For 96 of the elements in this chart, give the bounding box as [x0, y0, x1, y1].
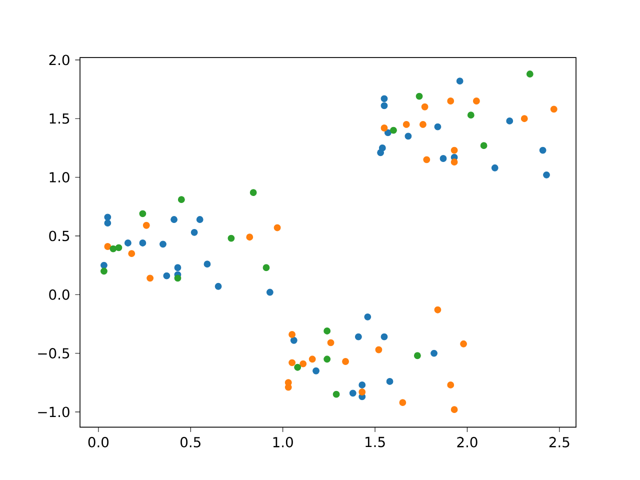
point — [491, 164, 498, 172]
point — [456, 78, 464, 85]
point — [404, 132, 412, 140]
point — [416, 92, 423, 100]
point — [266, 288, 274, 296]
x-tick-label: 2.5 — [549, 436, 570, 448]
point — [364, 313, 372, 320]
point — [142, 222, 150, 229]
point — [146, 274, 154, 282]
y-tick-label: 0.0 — [49, 289, 70, 300]
point — [450, 158, 458, 166]
point — [104, 214, 112, 221]
point — [250, 189, 257, 196]
point — [447, 98, 454, 104]
point — [354, 333, 362, 340]
x-tick-label: 0.5 — [180, 436, 200, 448]
point — [110, 245, 117, 252]
point — [386, 378, 394, 385]
point — [139, 210, 146, 218]
point — [390, 126, 397, 134]
point — [174, 264, 182, 272]
y-tick-label: 0.5 — [49, 230, 70, 242]
x-tick-label: 1.5 — [366, 436, 385, 448]
y-tick-label: −0.5 — [38, 348, 70, 359]
x-tick-label: 0.0 — [88, 436, 109, 448]
point — [290, 336, 298, 344]
point — [324, 328, 331, 334]
point — [380, 102, 388, 110]
point — [300, 360, 307, 368]
point — [550, 106, 558, 113]
point — [467, 112, 474, 119]
point — [358, 381, 366, 388]
point — [460, 340, 467, 348]
point — [308, 356, 316, 363]
point — [450, 406, 458, 414]
point — [104, 220, 112, 226]
y-tick-label: 1.0 — [50, 172, 70, 183]
point — [163, 272, 170, 280]
point — [100, 268, 108, 275]
point — [312, 367, 320, 374]
point — [262, 264, 270, 272]
point — [543, 171, 550, 178]
point — [214, 282, 222, 290]
point — [349, 390, 356, 397]
point — [174, 274, 182, 282]
point — [380, 95, 388, 102]
point — [170, 216, 178, 223]
y-tick-label: 1.5 — [50, 113, 70, 124]
point — [358, 388, 366, 396]
point — [288, 359, 296, 366]
point — [423, 156, 430, 164]
point — [294, 364, 302, 371]
point — [430, 350, 438, 357]
point — [332, 390, 340, 398]
point — [472, 98, 480, 104]
point — [288, 331, 296, 338]
point — [178, 196, 185, 204]
point — [324, 356, 331, 363]
point — [434, 306, 442, 314]
point — [480, 142, 488, 150]
point — [100, 262, 108, 269]
point — [128, 250, 136, 258]
point — [506, 117, 514, 124]
point — [104, 243, 112, 250]
point — [139, 240, 146, 246]
point — [274, 224, 281, 232]
point — [246, 234, 254, 241]
point — [447, 381, 454, 388]
point — [378, 144, 386, 152]
point — [380, 333, 388, 340]
point — [160, 240, 166, 248]
point — [539, 146, 546, 154]
point — [414, 352, 421, 360]
point — [420, 121, 426, 128]
y-tick-label: −1.0 — [38, 406, 70, 418]
point — [327, 339, 334, 346]
point — [434, 123, 442, 130]
point — [399, 399, 406, 406]
point — [115, 244, 122, 252]
point — [375, 346, 382, 354]
point — [421, 103, 428, 110]
y-tick-label: 2.0 — [49, 54, 70, 66]
point — [380, 124, 388, 132]
x-tick-label: 1.0 — [273, 436, 293, 448]
point — [450, 146, 458, 154]
point — [342, 358, 349, 365]
point — [190, 228, 198, 236]
point — [196, 216, 204, 223]
point — [402, 121, 410, 128]
point — [124, 240, 132, 246]
x-tick-label: 2.0 — [457, 436, 478, 448]
point — [228, 234, 235, 242]
point — [526, 70, 534, 78]
point — [440, 155, 447, 162]
point — [204, 260, 211, 268]
point — [520, 115, 528, 122]
